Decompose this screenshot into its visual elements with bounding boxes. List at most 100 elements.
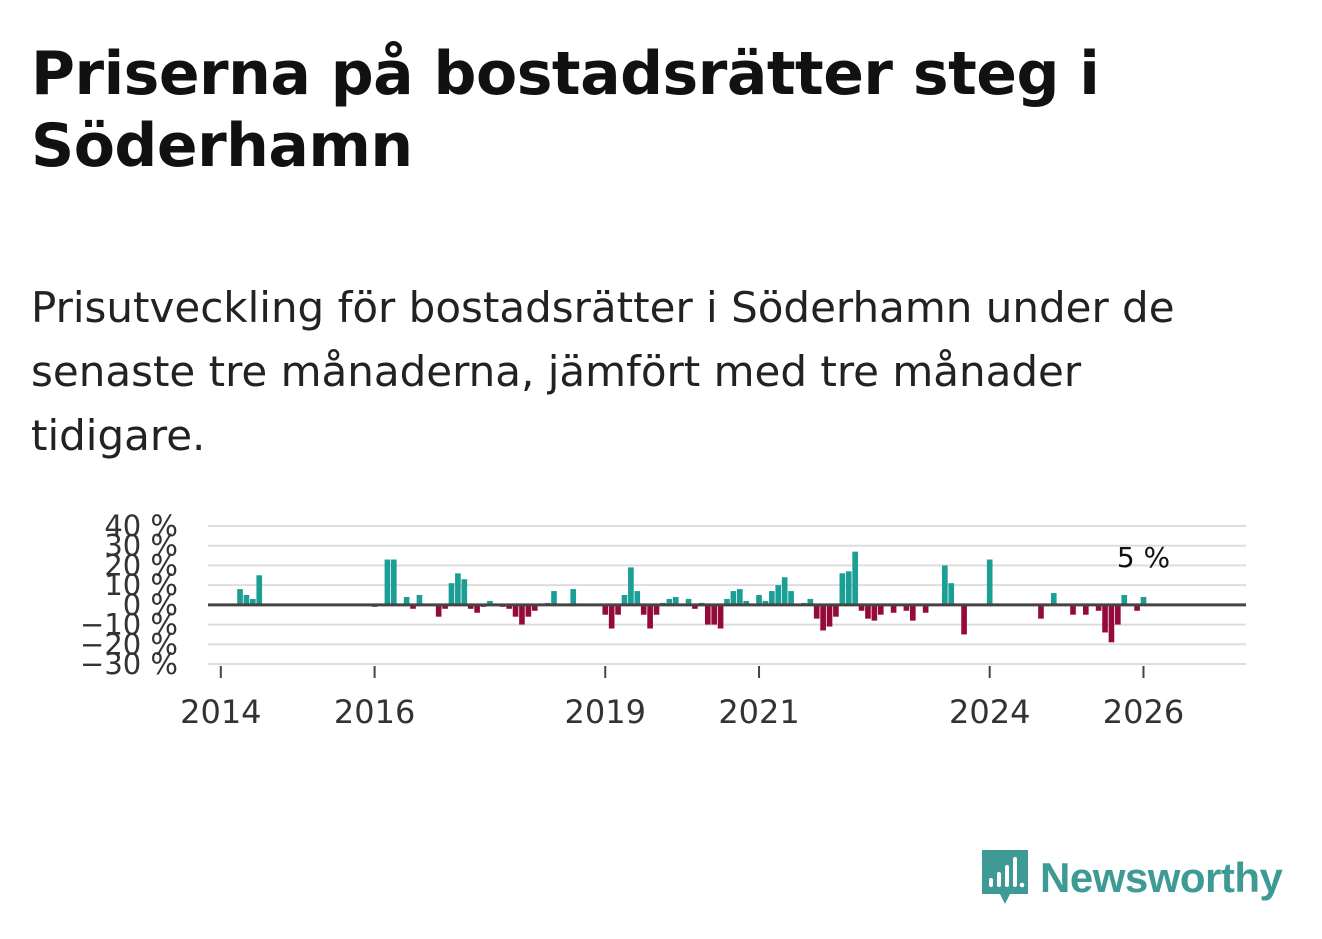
bar <box>634 591 641 605</box>
bar <box>256 575 263 605</box>
bar <box>1121 595 1128 605</box>
bar <box>250 598 256 605</box>
bar <box>717 604 724 629</box>
bar <box>621 595 628 605</box>
bar <box>839 573 846 605</box>
bar <box>961 604 967 635</box>
x-tick-label: 2021 <box>718 693 799 731</box>
bar <box>1108 604 1115 643</box>
last-value-label: 5 % <box>1117 541 1170 574</box>
bar <box>410 604 416 609</box>
x-tick-label: 2014 <box>180 693 261 731</box>
bar <box>602 604 609 615</box>
chart-title: Priserna på bostadsrätter steg i Söderha… <box>31 39 1100 181</box>
bar <box>903 604 910 611</box>
chart-subtitle: Prisutveckling för bostadsrätter i Söder… <box>31 283 1175 460</box>
bar <box>858 604 865 611</box>
bar <box>628 567 634 605</box>
bar <box>788 591 794 605</box>
bar <box>685 598 692 605</box>
bar <box>756 595 762 605</box>
bar-chart: 40 %30 %20 %10 %0 %−10 %−20 %−30 %2014 20… <box>80 509 1246 731</box>
bar <box>986 559 993 605</box>
bar <box>666 598 673 605</box>
bar <box>570 589 577 605</box>
bar <box>243 595 250 605</box>
bar <box>826 604 833 627</box>
bar <box>865 604 871 619</box>
y-tick-label: 0 % <box>123 588 178 622</box>
newsworthy-logo[interactable]: Newsworthy <box>980 848 1283 908</box>
bar <box>506 604 512 609</box>
bar <box>551 591 557 605</box>
bar <box>647 604 653 629</box>
bar <box>672 596 679 605</box>
bar <box>237 589 243 605</box>
y-tick-label: 40 % <box>104 509 178 543</box>
bar <box>845 571 852 605</box>
x-tick-label: 2024 <box>949 693 1030 731</box>
x-tick-label: 2019 <box>565 693 646 731</box>
bar <box>531 604 538 611</box>
bar <box>1134 604 1140 611</box>
y-tick-label: −10 % <box>80 608 178 642</box>
newsworthy-logo-icon <box>982 850 1028 904</box>
bar <box>442 604 448 609</box>
bar <box>730 591 737 605</box>
x-tick-label: 2016 <box>334 693 415 731</box>
bar <box>877 604 884 615</box>
bar <box>890 604 897 613</box>
bar <box>519 604 525 625</box>
bar <box>1070 604 1076 615</box>
bar <box>525 604 532 617</box>
bar <box>1038 604 1044 619</box>
bar <box>487 600 493 605</box>
bar <box>403 596 410 605</box>
bar <box>692 604 698 609</box>
bar <box>762 600 769 605</box>
y-tick-label: 30 % <box>104 529 178 563</box>
x-tick-label: 2026 <box>1103 693 1184 731</box>
bar <box>922 604 929 613</box>
bar <box>1140 596 1147 605</box>
bar <box>813 604 820 619</box>
bar <box>435 604 442 617</box>
bar <box>384 559 391 605</box>
bar <box>724 598 730 605</box>
bar <box>653 604 660 615</box>
bar <box>775 585 782 605</box>
bar <box>948 583 955 605</box>
bar <box>455 573 461 605</box>
bar <box>1050 593 1057 605</box>
bar <box>736 589 743 605</box>
bar <box>416 595 423 605</box>
bar <box>390 559 397 605</box>
bar <box>1102 604 1108 633</box>
bar <box>1095 604 1102 611</box>
bar <box>711 604 718 625</box>
bar <box>781 577 788 605</box>
bar <box>512 604 519 617</box>
bar <box>807 598 814 605</box>
y-tick-label: 20 % <box>104 548 178 582</box>
brand-name: Newsworthy <box>1040 854 1283 901</box>
bar <box>474 604 480 613</box>
bar <box>833 604 839 617</box>
bar <box>467 604 474 609</box>
bar <box>704 604 711 625</box>
y-tick-label: 10 % <box>104 568 178 602</box>
bar <box>743 600 750 605</box>
bar <box>615 604 621 615</box>
bar <box>448 583 455 605</box>
bar <box>820 604 826 631</box>
y-tick-label: −20 % <box>80 627 178 661</box>
bar <box>871 604 878 621</box>
bar <box>1082 604 1089 615</box>
bar <box>461 579 468 605</box>
y-tick-label: −30 % <box>80 647 178 681</box>
bar <box>608 604 615 629</box>
bar <box>852 551 858 605</box>
bar <box>942 565 948 605</box>
bar <box>1115 604 1121 625</box>
bar <box>769 591 775 605</box>
